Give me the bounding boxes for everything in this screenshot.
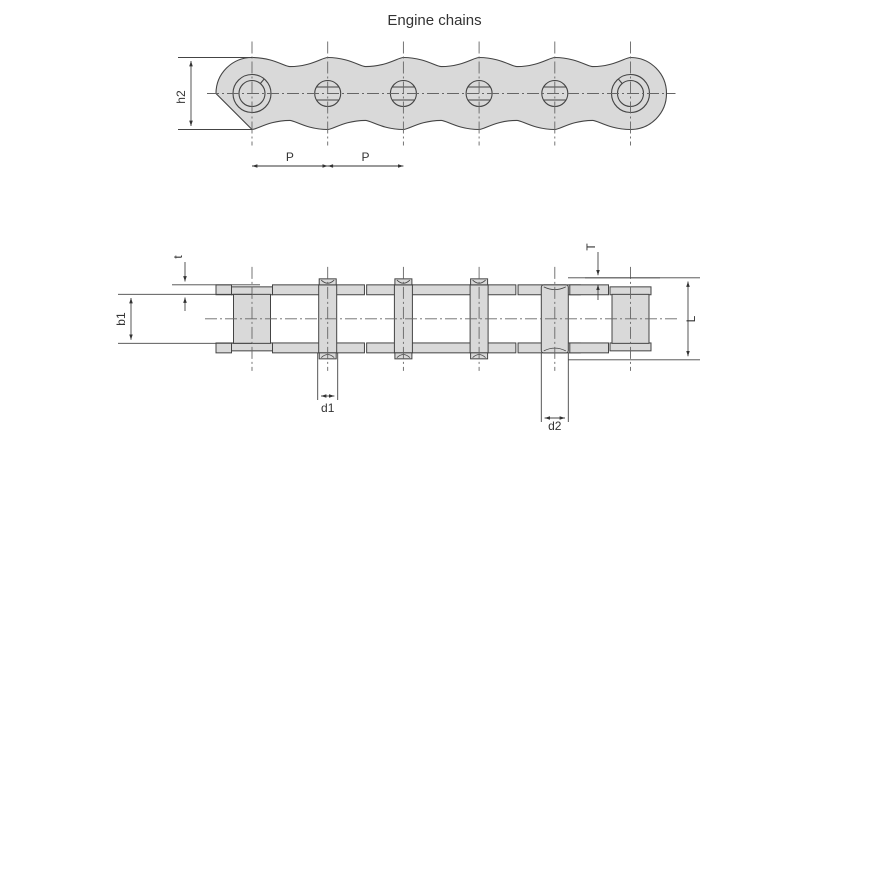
svg-text:h2: h2 [174,90,188,104]
svg-text:d2: d2 [548,419,562,433]
svg-text:P: P [286,150,294,164]
svg-text:d1: d1 [321,401,335,415]
svg-text:t: t [171,255,185,259]
svg-text:L: L [684,315,698,322]
svg-text:b1: b1 [114,312,128,326]
svg-text:T: T [584,243,598,251]
svg-text:P: P [362,150,370,164]
